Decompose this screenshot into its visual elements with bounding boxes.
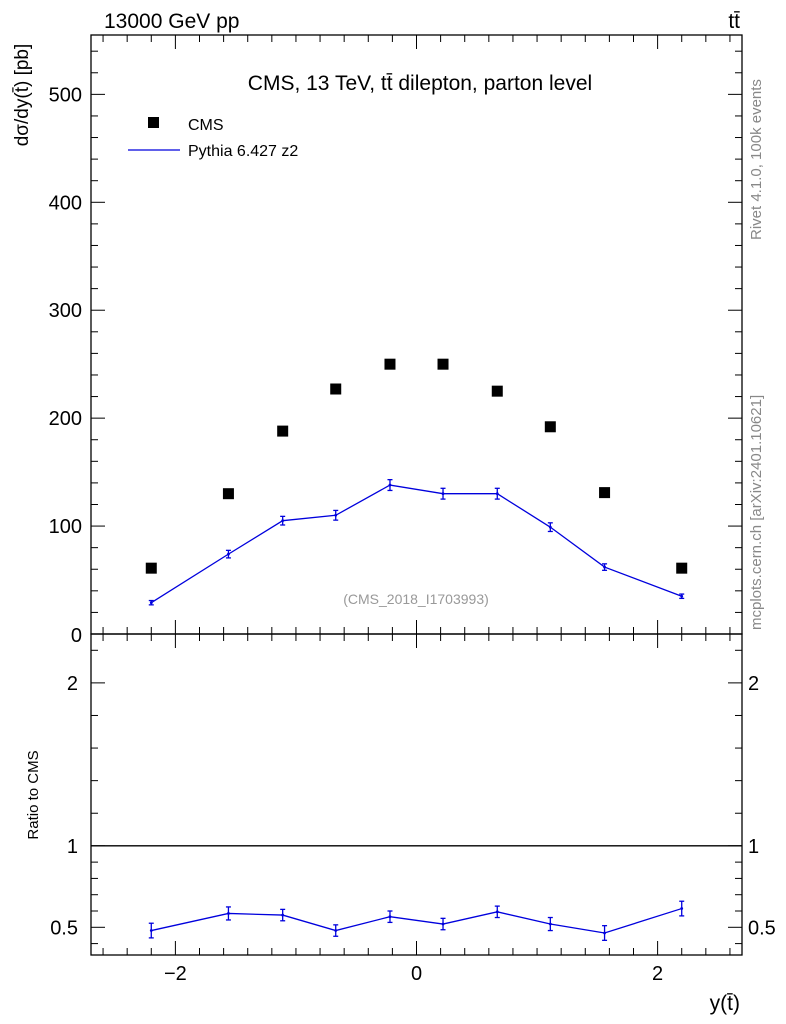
pythia-point	[603, 565, 606, 569]
analysis-watermark: (CMS_2018_I1703993)	[343, 591, 489, 607]
ratio-point	[495, 910, 499, 914]
cms-data-point	[544, 421, 556, 433]
pythia-line	[150, 484, 682, 604]
ratio-point	[388, 915, 392, 919]
main-series	[145, 358, 688, 606]
pythia-point	[441, 492, 445, 496]
ratio-y-tick-label: 0.5	[50, 917, 78, 939]
ratio-y-tick-label-right: 0.5	[748, 917, 776, 939]
ratio-point	[680, 907, 684, 910]
ratio-point	[334, 929, 338, 932]
ratio-y-tick-label-right: 2	[748, 673, 759, 695]
y-tick-label: 200	[49, 408, 82, 430]
ratio-series	[91, 845, 742, 941]
y-tick-label: 300	[49, 300, 82, 322]
ratio-y-tick-label-right: 1	[748, 836, 759, 858]
x-axis-label: y(t̄)	[710, 992, 740, 1015]
cms-data-point	[277, 425, 289, 437]
ratio-y-tick-label: 2	[67, 673, 78, 695]
ratio-plot-frame	[90, 633, 743, 956]
legend: CMS Pythia 6.427 z2	[128, 117, 298, 160]
ratio-y-tick-label: 1	[67, 836, 78, 858]
x-tick-label: −2	[164, 963, 187, 985]
pythia-point	[281, 519, 285, 523]
cms-data-point	[330, 383, 342, 395]
ratio-line	[151, 907, 682, 934]
y-tick-label: 100	[49, 516, 82, 538]
ratio-point	[441, 922, 445, 926]
legend-cms-label: CMS	[188, 117, 224, 134]
pythia-point	[495, 492, 499, 496]
y-tick-label-zero: 0	[71, 625, 82, 647]
ratio-point	[548, 922, 552, 926]
pythia-point	[334, 513, 338, 517]
ratio-point	[603, 931, 606, 935]
rivet-version-label: Rivet 4.1.0, 100k events	[748, 79, 765, 240]
ratio-point	[281, 913, 285, 917]
cms-data-point	[222, 488, 234, 500]
ratio-point	[149, 929, 153, 932]
chart-title: CMS, 13 TeV, tt̄ dilepton, parton level	[248, 72, 592, 95]
axis-ticks	[91, 35, 742, 955]
x-tick-label: 0	[411, 963, 422, 985]
cms-data-point	[145, 562, 157, 574]
header-process-label: tt̄	[728, 10, 740, 33]
header-energy-label: 13000 GeV pp	[104, 10, 239, 33]
cms-data-point	[676, 562, 688, 574]
pythia-point	[388, 483, 392, 487]
x-tick-label: 2	[652, 963, 663, 985]
pythia-point	[680, 594, 684, 598]
legend-cms-marker	[148, 117, 159, 128]
mcplots-label: mcplots.cern.ch [arXiv:2401.10621]	[748, 395, 765, 630]
ratio-point	[227, 912, 230, 915]
cms-data-point	[491, 385, 503, 397]
cms-data-point	[437, 358, 449, 370]
pythia-point	[149, 601, 153, 605]
y-tick-label: 500	[49, 84, 82, 106]
ratio-y-axis-label: Ratio to CMS	[25, 750, 42, 839]
cms-data-point	[384, 358, 396, 370]
y-axis-label: dσ/dy(t̄) [pb]	[12, 44, 33, 147]
pythia-point	[227, 552, 230, 556]
legend-pythia-label: Pythia 6.427 z2	[188, 143, 298, 160]
cms-data-point	[599, 487, 611, 499]
y-tick-label: 400	[49, 192, 82, 214]
pythia-point	[548, 525, 552, 529]
axis-tick-labels: −2 0 2 100 200 300 400 500 0 0.5 0.5 1 1 2 2	[49, 84, 776, 985]
